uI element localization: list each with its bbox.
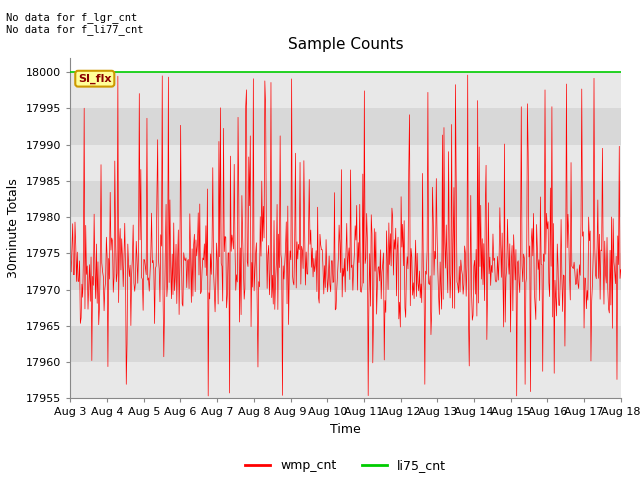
X-axis label: Time: Time	[330, 423, 361, 436]
Title: Sample Counts: Sample Counts	[288, 37, 403, 52]
li75_cnt	[429, 69, 436, 75]
wmp_cnt	[464, 72, 472, 78]
wmp_cnt	[77, 321, 84, 326]
li75_cnt	[77, 69, 84, 75]
li75_cnt	[133, 69, 141, 75]
wmp_cnt	[617, 267, 625, 273]
Line: wmp_cnt: wmp_cnt	[70, 75, 621, 396]
Bar	[70, 144, 621, 181]
wmp_cnt	[429, 217, 437, 223]
li75_cnt	[413, 69, 420, 75]
wmp_cnt	[219, 298, 227, 304]
Legend: wmp_cnt, li75_cnt: wmp_cnt, li75_cnt	[241, 455, 451, 477]
Bar	[70, 72, 621, 108]
Bar	[70, 289, 621, 326]
Bar	[70, 253, 621, 289]
li75_cnt	[189, 69, 196, 75]
Bar	[70, 326, 621, 362]
Text: No data for f_lgr_cnt: No data for f_lgr_cnt	[6, 12, 138, 23]
li75_cnt	[617, 69, 625, 75]
wmp_cnt	[67, 251, 74, 256]
wmp_cnt	[133, 255, 141, 261]
Y-axis label: 30minute Totals: 30minute Totals	[8, 178, 20, 278]
Text: SI_flx: SI_flx	[78, 73, 111, 84]
li75_cnt	[218, 69, 226, 75]
Bar	[70, 217, 621, 253]
Bar	[70, 362, 621, 398]
Bar	[70, 181, 621, 217]
Bar	[70, 108, 621, 144]
wmp_cnt	[204, 393, 212, 399]
li75_cnt	[67, 69, 74, 75]
wmp_cnt	[413, 251, 421, 256]
wmp_cnt	[189, 293, 196, 299]
Text: No data for f_li77_cnt: No data for f_li77_cnt	[6, 24, 144, 35]
